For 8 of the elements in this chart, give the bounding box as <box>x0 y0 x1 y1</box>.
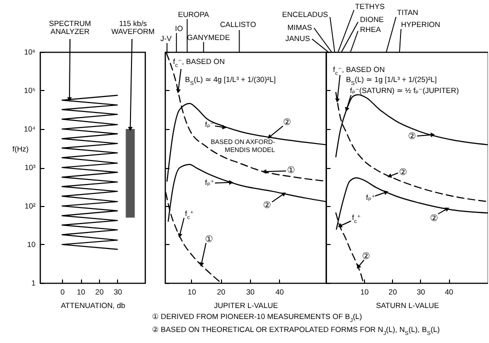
annotation: ② <box>362 251 370 261</box>
annotation: ① <box>286 165 296 175</box>
annotation: ② <box>262 200 272 210</box>
annotation: ① <box>204 234 214 244</box>
annotation: ② <box>282 117 292 127</box>
annotation: ② <box>398 167 408 177</box>
annotation: ② <box>408 131 416 141</box>
annotation: ② <box>430 213 438 223</box>
